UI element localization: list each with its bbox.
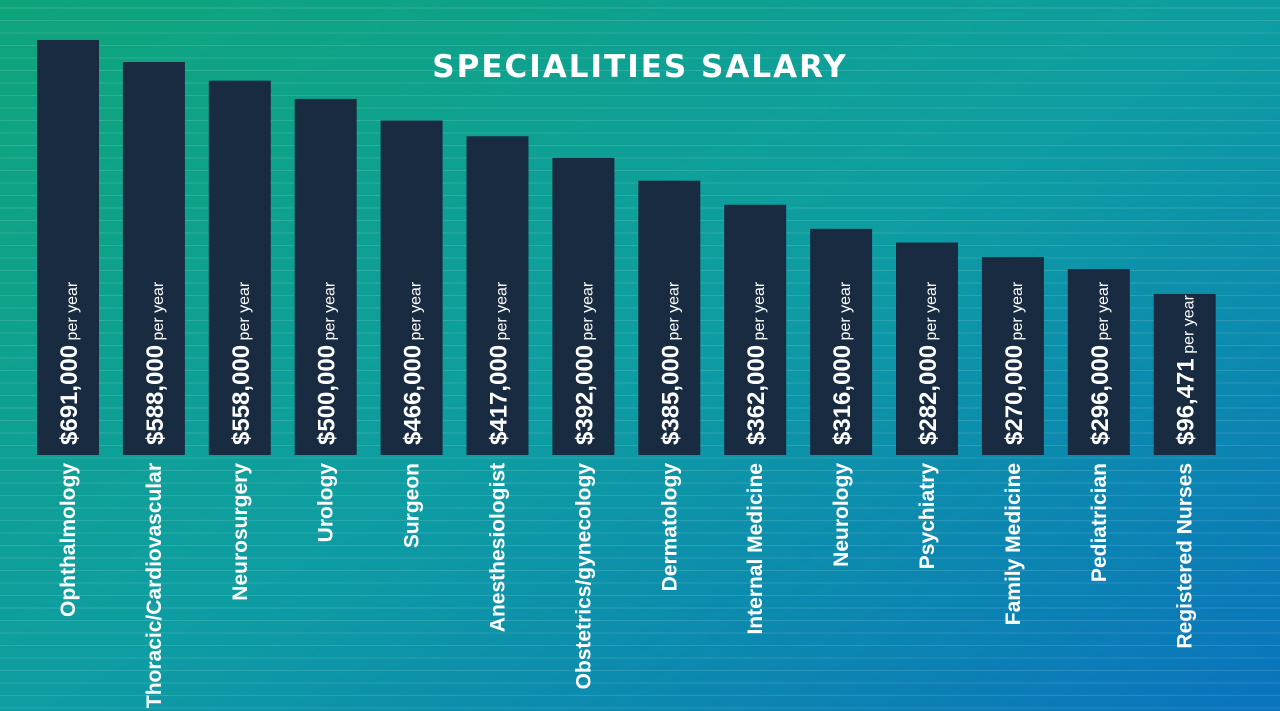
bar xyxy=(810,228,873,455)
bar-value-label: $392,000 per year xyxy=(571,281,598,445)
bar-value-label: $296,000 per year xyxy=(1087,281,1114,445)
category-label: Family Medicine xyxy=(1002,463,1025,625)
category-label: Obstetrics/gynecology xyxy=(572,463,595,690)
bar-value: $588,000 xyxy=(142,345,169,445)
bar xyxy=(1153,293,1216,455)
category-label: Urology xyxy=(315,463,338,543)
category-label: Dermatology xyxy=(658,463,681,592)
bar xyxy=(466,136,529,455)
bar-unit: per year xyxy=(1181,294,1198,358)
bar-value: $500,000 xyxy=(314,345,341,445)
bar xyxy=(37,40,99,455)
bar-value: $362,000 xyxy=(743,345,770,445)
bar xyxy=(380,120,443,455)
bar-value-label: $500,000 per year xyxy=(314,281,341,445)
bar xyxy=(294,98,357,456)
bar xyxy=(208,80,271,456)
bar-value: $96,471 xyxy=(1173,358,1200,445)
bar-unit: per year xyxy=(1095,281,1112,345)
bar-value: $270,000 xyxy=(1001,345,1028,445)
bar-unit: per year xyxy=(408,281,425,345)
bar-unit: per year xyxy=(665,281,682,345)
bar-unit: per year xyxy=(837,281,854,345)
bar-unit: per year xyxy=(322,281,339,345)
bar-unit: per year xyxy=(64,281,81,345)
bar-value: $385,000 xyxy=(657,345,684,445)
bar-value-label: $588,000 per year xyxy=(142,281,169,445)
bar-unit: per year xyxy=(494,281,511,345)
bar-value: $296,000 xyxy=(1087,345,1114,445)
bar-value: $392,000 xyxy=(571,345,598,445)
bar-value-label: $282,000 per year xyxy=(915,281,942,445)
bar-unit: per year xyxy=(236,281,253,345)
bar-unit: per year xyxy=(923,281,940,345)
category-labels: Ophthalmology Thoracic/Cardiovascular Neur… xyxy=(57,463,1197,708)
bar-value-label: $691,000 per year xyxy=(56,281,83,445)
bar-value: $691,000 xyxy=(56,345,83,445)
bar xyxy=(122,61,185,456)
bar-value-label: $316,000 per year xyxy=(829,281,856,445)
bar xyxy=(896,242,958,455)
bar-value-label: $96,471 per year xyxy=(1173,294,1200,445)
category-label: Neurosurgery xyxy=(229,463,252,601)
bar-value: $282,000 xyxy=(915,345,942,445)
bar-unit: per year xyxy=(579,281,596,345)
bar-value: $316,000 xyxy=(829,345,856,445)
bar-value-label: $385,000 per year xyxy=(657,281,684,445)
bar xyxy=(1067,269,1130,455)
bar-value-label: $417,000 per year xyxy=(486,281,513,445)
category-label: Anesthesiologist xyxy=(487,463,510,632)
bar xyxy=(552,157,615,456)
category-label: Neurology xyxy=(830,463,853,567)
category-label: Ophthalmology xyxy=(57,463,80,617)
category-label: Registered Nurses xyxy=(1174,463,1197,649)
bar-value-label: $466,000 per year xyxy=(400,281,427,445)
bar-unit: per year xyxy=(1009,281,1026,345)
bar xyxy=(724,204,787,455)
bar-unit: per year xyxy=(751,281,768,345)
category-label: Internal Medicine xyxy=(744,463,767,635)
bar xyxy=(981,257,1044,455)
bar-value: $466,000 xyxy=(400,345,427,445)
bar-value-label: $270,000 per year xyxy=(1001,281,1028,445)
category-label: Psychiatry xyxy=(916,463,939,570)
category-label: Thoracic/Cardiovascular xyxy=(143,463,166,708)
bar-value: $558,000 xyxy=(228,345,255,445)
bar-value-label: $558,000 per year xyxy=(228,281,255,445)
category-label: Pediatrician xyxy=(1088,463,1111,582)
chart-title: SPECIALITIES SALARY xyxy=(432,49,847,85)
bar-unit: per year xyxy=(150,281,167,345)
bar-value-label: $362,000 per year xyxy=(743,281,770,445)
bar-value: $417,000 xyxy=(486,345,513,445)
bar xyxy=(638,180,701,455)
bars: $691,000 per year$588,000 per year$558,0… xyxy=(37,40,1216,456)
category-label: Surgeon xyxy=(401,463,424,548)
